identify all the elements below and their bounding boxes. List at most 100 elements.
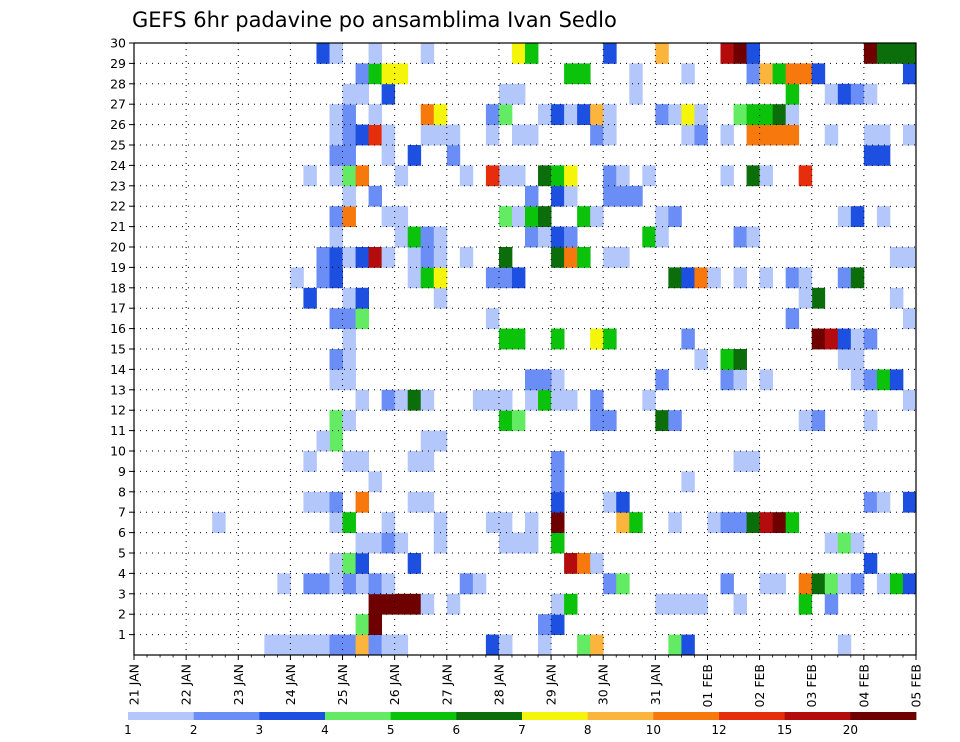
heatmap-cell bbox=[889, 287, 904, 309]
heatmap-cell bbox=[681, 267, 695, 289]
heatmap-cell bbox=[433, 226, 448, 248]
heatmap-cell bbox=[733, 267, 747, 289]
heatmap-cell bbox=[498, 83, 513, 105]
heatmap-cell bbox=[590, 104, 604, 125]
heatmap-cell bbox=[511, 410, 526, 431]
heatmap-cell bbox=[902, 43, 917, 64]
heatmap-cell bbox=[329, 206, 343, 227]
y-tick-label: 9 bbox=[118, 464, 126, 479]
heatmap-cell bbox=[824, 328, 839, 350]
heatmap-cell bbox=[863, 145, 878, 166]
y-tick-label: 27 bbox=[110, 97, 126, 112]
y-tick-label: 29 bbox=[110, 56, 126, 71]
heatmap-cell bbox=[850, 532, 865, 554]
heatmap-cell bbox=[381, 532, 396, 554]
heatmap-cell bbox=[564, 553, 578, 574]
heatmap-cell bbox=[603, 410, 617, 431]
heatmap-cell bbox=[746, 512, 760, 533]
heatmap-cell bbox=[381, 124, 396, 146]
heatmap-cell bbox=[603, 165, 617, 187]
heatmap-cell bbox=[329, 430, 343, 452]
heatmap-cell bbox=[459, 247, 474, 268]
heatmap-cell bbox=[785, 124, 800, 146]
heatmap-cell bbox=[902, 247, 917, 268]
heatmap-cell bbox=[394, 206, 409, 227]
heatmap-cell bbox=[446, 124, 461, 146]
heatmap-cell bbox=[355, 491, 369, 513]
heatmap-cell bbox=[355, 573, 369, 595]
heatmap-cell bbox=[342, 287, 356, 309]
y-tick-label: 26 bbox=[110, 117, 126, 132]
y-tick-label: 28 bbox=[110, 76, 126, 91]
legend-label: 15 bbox=[777, 723, 792, 737]
heatmap-cell bbox=[798, 573, 813, 595]
heatmap-cell bbox=[876, 145, 891, 166]
heatmap-cell bbox=[551, 593, 565, 615]
heatmap-cell bbox=[316, 43, 330, 64]
heatmap-cell bbox=[603, 491, 617, 513]
heatmap-cell bbox=[590, 124, 604, 146]
heatmap-cell bbox=[655, 226, 669, 248]
heatmap-cell bbox=[759, 104, 774, 125]
heatmap-cell bbox=[368, 247, 383, 268]
x-tick-label: 22 JAN bbox=[179, 664, 194, 705]
y-tick-label: 17 bbox=[110, 301, 126, 316]
x-tick-label: 03 FEB bbox=[804, 664, 819, 708]
heatmap-cell bbox=[342, 451, 356, 472]
heatmap-cell bbox=[824, 573, 839, 595]
heatmap-cell bbox=[329, 512, 343, 533]
heatmap-cell bbox=[889, 573, 904, 595]
y-tick-label: 2 bbox=[118, 607, 126, 622]
heatmap-cell bbox=[355, 247, 369, 268]
heatmap-cell bbox=[551, 614, 565, 635]
heatmap-cell bbox=[642, 226, 656, 248]
heatmap-cell bbox=[733, 43, 747, 64]
heatmap-cell bbox=[498, 165, 513, 187]
legend-label: 2 bbox=[190, 723, 198, 737]
heatmap-cell bbox=[837, 532, 852, 554]
x-tick-label: 31 JAN bbox=[648, 664, 663, 705]
heatmap-cell bbox=[498, 206, 513, 227]
heatmap-cell bbox=[485, 389, 500, 411]
heatmap-cell bbox=[459, 573, 474, 595]
y-tick-label: 23 bbox=[110, 178, 126, 193]
heatmap-cell bbox=[498, 410, 513, 431]
heatmap-cell bbox=[342, 349, 356, 370]
x-tick-label: 05 FEB bbox=[909, 664, 924, 708]
heatmap-cell bbox=[511, 532, 526, 554]
heatmap-cell bbox=[850, 328, 865, 350]
heatmap-cell bbox=[681, 104, 695, 125]
heatmap-cell bbox=[342, 634, 356, 656]
heatmap-cell bbox=[355, 532, 369, 554]
heatmap-cell bbox=[485, 634, 500, 656]
heatmap-cell bbox=[420, 247, 435, 268]
heatmap-cell bbox=[863, 369, 878, 391]
heatmap-cell bbox=[407, 267, 422, 289]
heatmap-cell bbox=[342, 165, 356, 187]
heatmap-cell bbox=[837, 349, 852, 370]
heatmap-cell bbox=[342, 145, 356, 166]
heatmap-cell bbox=[629, 83, 643, 105]
heatmap-cell bbox=[798, 165, 813, 187]
heatmap-cell bbox=[902, 308, 917, 329]
heatmap-cell bbox=[342, 512, 356, 533]
heatmap-cell bbox=[420, 104, 435, 125]
heatmap-cell bbox=[889, 247, 904, 268]
heatmap-cell bbox=[759, 124, 774, 146]
heatmap-cell bbox=[863, 410, 878, 431]
heatmap-cell bbox=[525, 43, 539, 64]
heatmap-cell bbox=[420, 389, 435, 411]
legend-swatch bbox=[719, 712, 786, 720]
heatmap-cell bbox=[590, 206, 604, 227]
heatmap-cell bbox=[551, 369, 565, 391]
heatmap-cell bbox=[759, 573, 774, 595]
heatmap-cell bbox=[720, 512, 734, 533]
heatmap-cell bbox=[277, 634, 291, 656]
heatmap-cell bbox=[394, 226, 409, 248]
heatmap-cell bbox=[837, 634, 852, 656]
heatmap-cell bbox=[381, 573, 396, 595]
heatmap-cell bbox=[498, 389, 513, 411]
heatmap-cell bbox=[538, 206, 552, 227]
x-axis: 21 JAN 22 JAN 23 JAN 24 JAN 25 JAN 26 JAN 27 J… bbox=[127, 655, 924, 708]
heatmap-cell bbox=[342, 573, 356, 595]
